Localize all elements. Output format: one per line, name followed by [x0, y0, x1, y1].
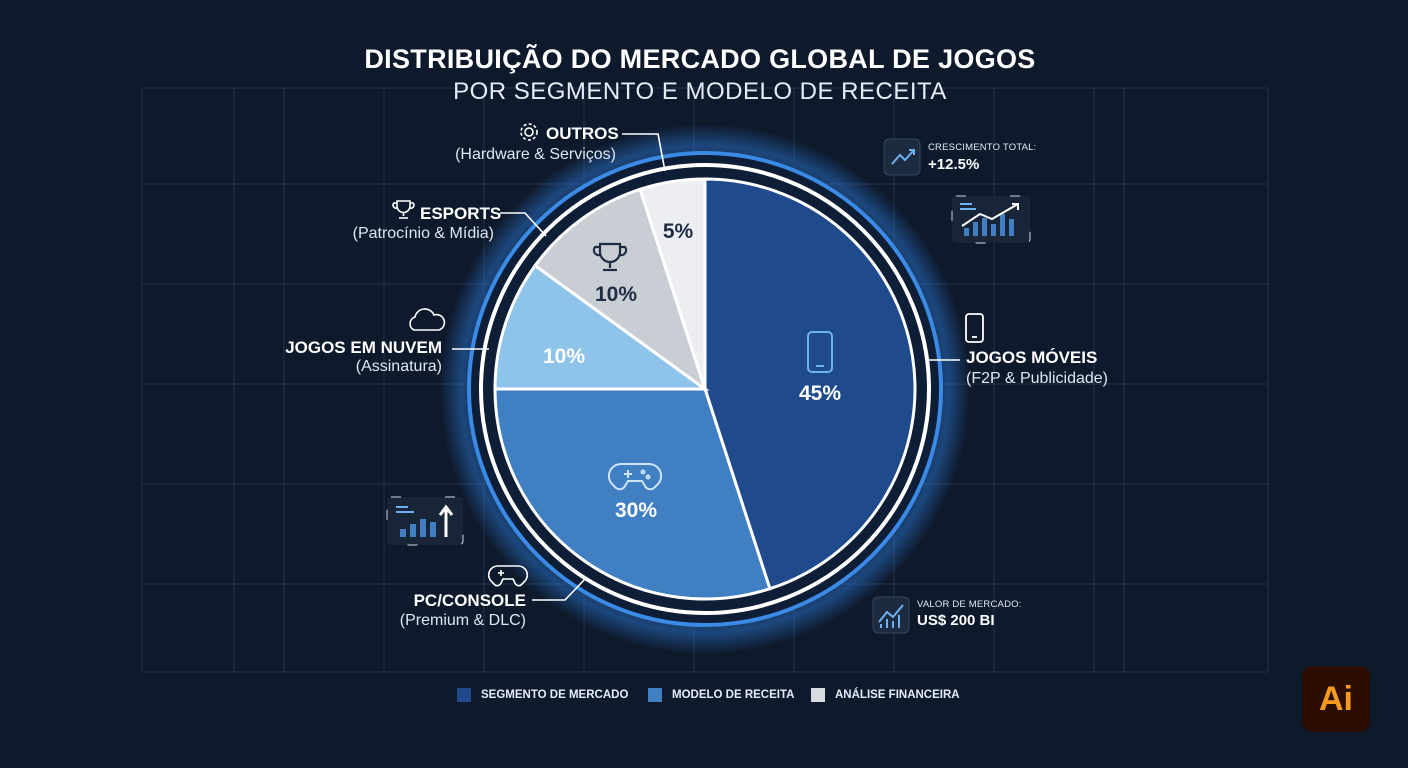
legend-item-receita: MODELO DE RECEITA [648, 686, 794, 704]
bar-chart-widget-bottom [386, 496, 464, 546]
label-mobile-name: JOGOS MÓVEIS [966, 348, 1098, 367]
market-value: US$ 200 BI [917, 612, 995, 629]
label-outros-name: OUTROS [546, 124, 619, 143]
gamepad-label-icon [487, 565, 529, 587]
illustrator-logo: Ai [1302, 666, 1370, 732]
growth-value: +12.5% [928, 156, 980, 173]
legend-item-segmento: SEGMENTO DE MERCADO [457, 686, 628, 704]
bar-chart-widget-top [951, 195, 1031, 244]
pie-slice-2 [493, 263, 710, 391]
leader-lines [452, 133, 960, 601]
legend-label: MODELO DE RECEITA [672, 689, 795, 701]
chart-title: DISTRIBUIÇÃO DO MERCADO GLOBAL DE JOGOS [364, 44, 1036, 74]
pie-slices [493, 177, 917, 601]
leader-pc [532, 577, 587, 601]
legend-item-financeira: ANÁLISE FINANCEIRA [811, 686, 960, 704]
slice-label-esports: 10% [594, 283, 638, 306]
pie-slice-4 [638, 177, 707, 390]
cloud-label-icon [409, 308, 446, 331]
trend-chart-icon [872, 596, 910, 634]
leader-outros [622, 133, 666, 172]
gamepad-icon [607, 462, 663, 491]
legend-swatch [457, 688, 471, 702]
slice-label-pc: 30% [614, 499, 658, 522]
leader-esports [500, 212, 547, 237]
smartphone-icon [807, 331, 833, 373]
legend-label: SEGMENTO DE MERCADO [481, 689, 629, 701]
pie-slice-3 [533, 187, 708, 393]
label-pc-sub: (Premium & DLC) [399, 612, 526, 629]
trend-up-icon [883, 138, 921, 176]
label-esports-sub: (Patrocínio & Mídia) [352, 225, 494, 242]
slice-label-outros: 5% [662, 220, 694, 243]
growth-caption: CRESCIMENTO TOTAL: [928, 142, 1037, 153]
label-cloud-sub: (Assinatura) [355, 358, 442, 375]
legend-swatch [648, 688, 662, 702]
label-pc-name: PC/CONSOLE [413, 591, 526, 610]
pie-slice-0 [703, 177, 917, 591]
chart-subtitle: POR SEGMENTO E MODELO DE RECEITA [453, 78, 947, 105]
logo-text: Ai [1319, 679, 1353, 718]
label-outros-sub: (Hardware & Serviços) [455, 146, 616, 163]
legend-label: ANÁLISE FINANCEIRA [835, 689, 960, 701]
trophy-icon [592, 242, 628, 272]
legend-swatch [811, 688, 825, 702]
trophy-label-icon [392, 200, 415, 219]
label-esports-name: ESPORTS [420, 204, 502, 223]
slice-label-cloud: 10% [542, 345, 586, 368]
slice-label-mobile: 45% [798, 382, 842, 405]
pie-slice-1 [493, 387, 772, 601]
label-mobile-sub: (F2P & Publicidade) [966, 370, 1108, 387]
smartphone-label-icon [965, 313, 984, 343]
gear-icon [520, 123, 538, 141]
label-cloud-name: JOGOS EM NUVEM [285, 338, 442, 357]
market-caption: VALOR DE MERCADO: [917, 599, 1022, 610]
